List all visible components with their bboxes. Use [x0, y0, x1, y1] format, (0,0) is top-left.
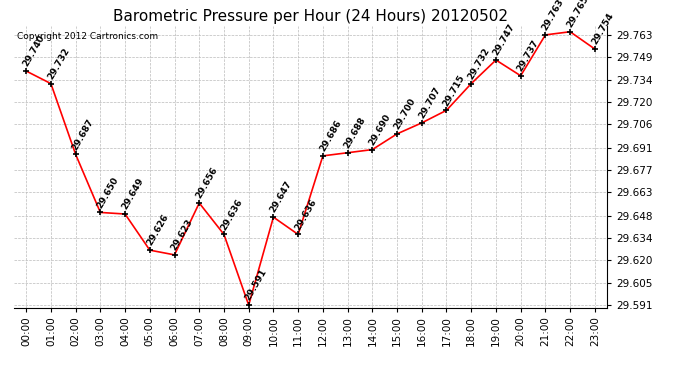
Text: 29.765: 29.765: [565, 0, 591, 29]
Text: 29.700: 29.700: [392, 97, 417, 131]
Text: 29.740: 29.740: [21, 33, 46, 68]
Text: 29.707: 29.707: [417, 86, 442, 120]
Text: 29.754: 29.754: [590, 12, 615, 46]
Text: 29.649: 29.649: [120, 176, 146, 211]
Text: 29.623: 29.623: [170, 217, 195, 252]
Text: 29.763: 29.763: [540, 0, 566, 32]
Text: 29.656: 29.656: [194, 166, 219, 200]
Text: 29.591: 29.591: [244, 268, 269, 302]
Text: 29.737: 29.737: [515, 38, 541, 73]
Text: 29.686: 29.686: [318, 118, 343, 153]
Text: 29.650: 29.650: [95, 175, 121, 210]
Text: 29.626: 29.626: [145, 213, 170, 248]
Text: 29.647: 29.647: [268, 180, 294, 214]
Text: 29.732: 29.732: [466, 46, 491, 81]
Title: Barometric Pressure per Hour (24 Hours) 20120502: Barometric Pressure per Hour (24 Hours) …: [113, 9, 508, 24]
Text: 29.688: 29.688: [342, 116, 368, 150]
Text: 29.636: 29.636: [293, 197, 318, 232]
Text: Copyright 2012 Cartronics.com: Copyright 2012 Cartronics.com: [17, 32, 158, 41]
Text: 29.690: 29.690: [367, 112, 393, 147]
Text: 29.687: 29.687: [70, 117, 96, 152]
Text: 29.715: 29.715: [442, 73, 466, 108]
Text: 29.747: 29.747: [491, 22, 516, 57]
Text: 29.732: 29.732: [46, 46, 71, 81]
Text: 29.636: 29.636: [219, 197, 244, 232]
